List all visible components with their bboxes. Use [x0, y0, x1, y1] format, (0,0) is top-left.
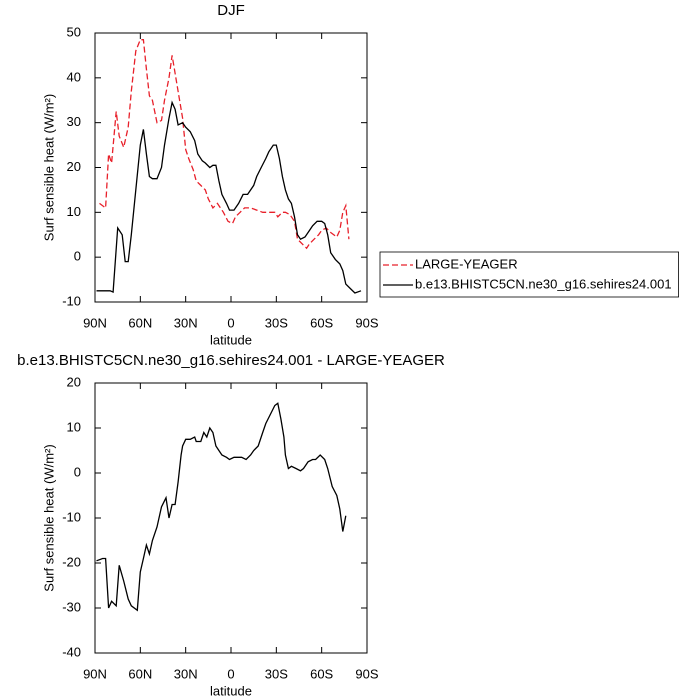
x-axis-label: latitude [210, 332, 252, 347]
y-tick-label: 10 [67, 419, 81, 434]
y-tick-label: 20 [67, 159, 81, 174]
legend-label: b.e13.BHISTC5CN.ne30_g16.sehires24.001 [415, 276, 672, 291]
x-tick-label: 0 [227, 666, 234, 681]
y-tick-label: -40 [62, 644, 81, 659]
y-tick-label: -20 [62, 554, 81, 569]
x-tick-label: 30S [265, 666, 288, 681]
legend: LARGE-YEAGER b.e13.BHISTC5CN.ne30_g16.seh… [379, 251, 679, 298]
plot-frame [94, 32, 368, 303]
x-tick-label: 30N [174, 666, 198, 681]
data-line [96, 402, 347, 612]
plot-frame [94, 382, 368, 654]
y-tick-label: 0 [74, 464, 81, 479]
y-tick-label: 10 [67, 204, 81, 219]
y-tick-label: 0 [74, 249, 81, 264]
data-line [99, 39, 350, 250]
x-tick-label: 60N [128, 315, 152, 330]
y-tick-label: 50 [67, 24, 81, 39]
y-axis-label: Surf sensible heat (W/m²) [41, 444, 56, 591]
y-tick-label: -10 [62, 509, 81, 524]
legend-label: LARGE-YEAGER [415, 256, 518, 271]
x-axis-label: latitude [210, 683, 252, 698]
y-tick-label: 20 [67, 374, 81, 389]
x-tick-label: 60N [128, 666, 152, 681]
y-tick-label: -30 [62, 599, 81, 614]
x-tick-label: 60S [310, 666, 333, 681]
chart-title: b.e13.BHISTC5CN.ne30_g16.sehires24.001 -… [17, 352, 445, 369]
x-tick-label: 90S [355, 666, 378, 681]
y-tick-label: 30 [67, 114, 81, 129]
x-tick-label: 30S [265, 315, 288, 330]
y-tick-label: -10 [62, 293, 81, 308]
x-tick-label: 30N [174, 315, 198, 330]
y-axis-label: Surf sensible heat (W/m²) [41, 94, 56, 241]
y-tick-label: 40 [67, 69, 81, 84]
x-tick-label: 0 [227, 315, 234, 330]
legend-box [379, 251, 679, 298]
chart-title: DJF [217, 2, 245, 19]
x-tick-label: 90N [83, 315, 107, 330]
x-tick-label: 60S [310, 315, 333, 330]
x-tick-label: 90N [83, 666, 107, 681]
x-tick-label: 90S [355, 315, 378, 330]
data-line [96, 100, 362, 294]
